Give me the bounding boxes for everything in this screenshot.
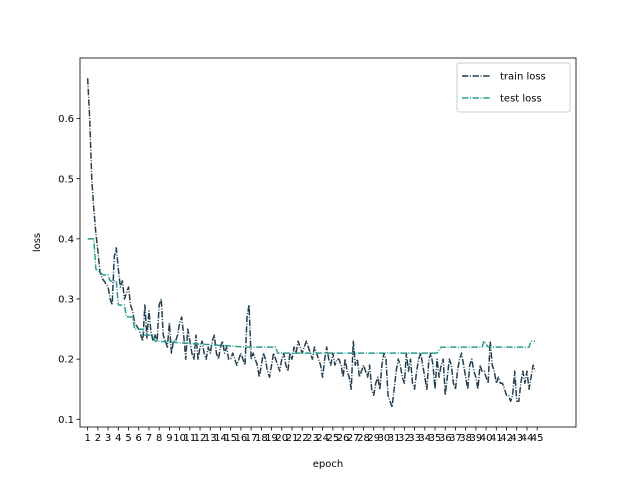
x-tick-label: 18 bbox=[255, 433, 268, 444]
x-tick-label: 43 bbox=[510, 433, 523, 444]
x-tick-label: 42 bbox=[500, 433, 513, 444]
x-tick-label: 10 bbox=[173, 433, 186, 444]
x-tick-label: 40 bbox=[480, 433, 493, 444]
x-tick-label: 38 bbox=[459, 433, 472, 444]
x-tick-label: 28 bbox=[357, 433, 370, 444]
x-tick-label: 9 bbox=[166, 433, 172, 444]
x-axis-ticks: 1 2 3 4 5 6 7 8 9 1011121314151617181920212223242… bbox=[84, 427, 544, 444]
x-tick-label: 22 bbox=[296, 433, 309, 444]
y-tick-label: 0.1 bbox=[58, 415, 74, 426]
x-tick-label: 33 bbox=[408, 433, 421, 444]
x-tick-label: 19 bbox=[265, 433, 278, 444]
y-axis-ticks: 0.1 0.2 0.3 0.4 0.5 0.6 bbox=[58, 114, 80, 426]
x-tick-label: 24 bbox=[316, 433, 329, 444]
x-tick-label: 8 bbox=[156, 433, 162, 444]
y-tick-label: 0.4 bbox=[58, 234, 74, 245]
x-tick-label: 1 bbox=[84, 433, 90, 444]
x-tick-label: 11 bbox=[183, 433, 196, 444]
x-tick-label: 3 bbox=[105, 433, 111, 444]
x-tick-label: 13 bbox=[204, 433, 217, 444]
x-tick-label: 45 bbox=[531, 433, 544, 444]
x-tick-label: 29 bbox=[367, 433, 380, 444]
x-tick-label: 20 bbox=[275, 433, 288, 444]
x-axis-label: epoch bbox=[313, 459, 343, 470]
y-tick-label: 0.2 bbox=[58, 355, 74, 366]
x-tick-label: 35 bbox=[429, 433, 442, 444]
x-tick-label: 25 bbox=[326, 433, 339, 444]
x-tick-label: 30 bbox=[378, 433, 391, 444]
x-tick-label: 5 bbox=[125, 433, 131, 444]
x-tick-label: 6 bbox=[136, 433, 142, 444]
x-tick-label: 7 bbox=[146, 433, 152, 444]
legend-box bbox=[456, 62, 571, 113]
x-tick-label: 37 bbox=[449, 433, 462, 444]
x-tick-label: 21 bbox=[286, 433, 299, 444]
y-axis-label: loss bbox=[32, 233, 43, 252]
x-tick-label: 41 bbox=[490, 433, 503, 444]
y-tick-label: 0.3 bbox=[58, 295, 74, 306]
x-tick-label: 31 bbox=[388, 433, 401, 444]
series-lines bbox=[86, 78, 536, 409]
x-tick-label: 15 bbox=[224, 433, 237, 444]
x-tick-label: 36 bbox=[439, 433, 452, 444]
x-tick-label: 2 bbox=[95, 433, 101, 444]
x-tick-label: 14 bbox=[214, 433, 227, 444]
x-tick-label: 34 bbox=[418, 433, 431, 444]
series-line-train-loss bbox=[86, 78, 536, 409]
x-tick-label: 26 bbox=[337, 433, 350, 444]
legend-label-train-loss: train loss bbox=[500, 72, 546, 83]
x-tick-label: 4 bbox=[115, 433, 121, 444]
x-tick-label: 12 bbox=[194, 433, 207, 444]
x-tick-label: 44 bbox=[521, 433, 534, 444]
x-tick-label: 39 bbox=[470, 433, 483, 444]
x-tick-label: 27 bbox=[347, 433, 360, 444]
x-tick-label: 16 bbox=[235, 433, 248, 444]
x-tick-label: 17 bbox=[245, 433, 258, 444]
legend: train loss test loss bbox=[456, 62, 571, 113]
plot-frame bbox=[79, 57, 577, 428]
x-tick-label: 23 bbox=[306, 433, 319, 444]
y-tick-label: 0.6 bbox=[58, 114, 74, 125]
x-tick-label: 32 bbox=[398, 433, 411, 444]
legend-label-test-loss: test loss bbox=[500, 94, 542, 105]
series-line-test-loss bbox=[87, 238, 536, 354]
y-tick-label: 0.5 bbox=[58, 174, 74, 185]
